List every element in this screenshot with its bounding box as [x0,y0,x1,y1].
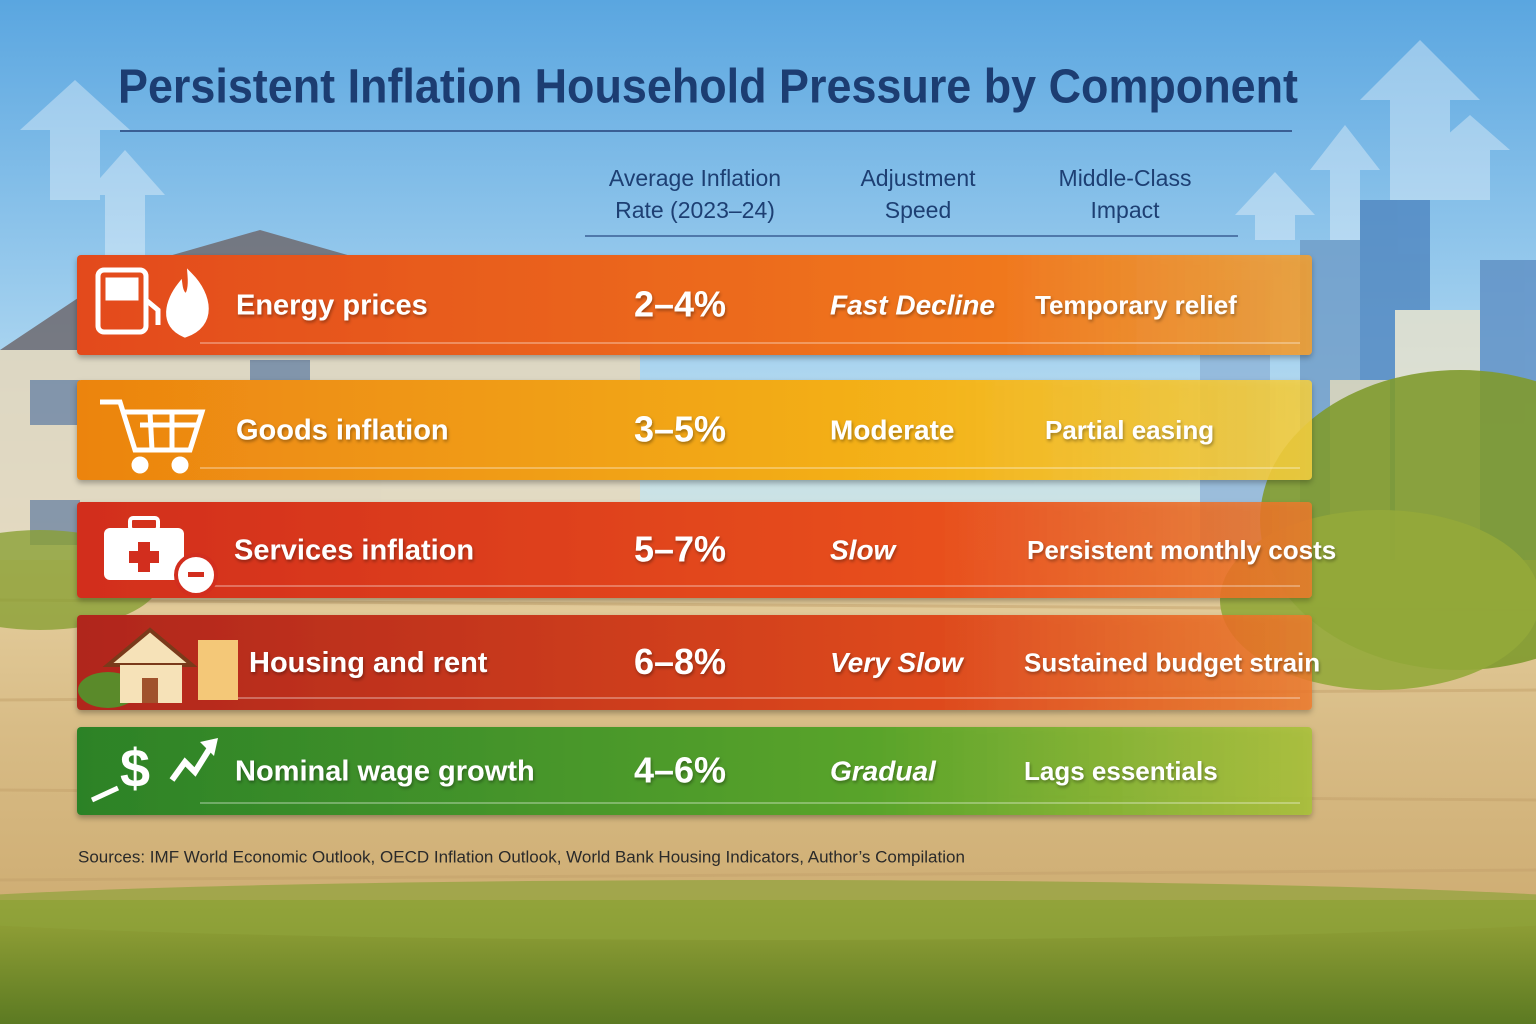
icon-wage: $ [90,738,218,803]
middle-class-impact: Temporary relief [1035,290,1237,320]
adjustment-speed: Very Slow [830,647,965,678]
icon-cart [100,399,206,474]
row-label: Goods inflation [236,415,449,447]
table: Energy prices 2–4% Fast Decline Temporary r… [77,255,1336,815]
adjustment-speed: Fast Decline [830,289,995,320]
row-label: Nominal wage growth [235,756,535,788]
middle-class-impact: Sustained budget strain [1024,647,1320,677]
grass-edge [0,880,1536,940]
title: Persistent Inflation Household Pressure … [118,61,1298,114]
inflation-rate: 2–4% [634,284,726,325]
row-band [77,255,1312,355]
row-label: Services inflation [234,535,474,567]
row-band [77,502,1312,598]
table-row: Goods inflation 3–5% Moderate Partial easin… [77,380,1312,480]
middle-class-impact: Lags essentials [1024,756,1218,786]
column-header: Middle-Class Impact [1059,165,1192,223]
background-arrows [20,40,1510,260]
icon-housing [78,627,238,708]
row-label: Housing and rent [249,647,488,679]
inflation-rate: 5–7% [634,529,726,570]
row-label: Energy prices [236,290,428,322]
column-header: Adjustment Speed [860,165,976,223]
row-band [77,615,1312,710]
middle-class-impact: Partial easing [1045,415,1214,445]
adjustment-speed: Gradual [830,755,937,786]
inflation-rate: 3–5% [634,409,726,450]
icon-energy [95,267,209,338]
row-band [77,380,1312,480]
adjustment-speed: Moderate [830,414,954,445]
adjustment-speed: Slow [830,534,898,565]
inflation-rate: 6–8% [634,641,726,682]
table-row: Nominal wage growth 4–6% Gradual Lags essen… [77,727,1312,815]
dollar-glyph: $ [120,738,150,798]
column-header: Average Inflation Rate (2023–24) [609,165,781,223]
sources: Sources: IMF World Economic Outlook, OEC… [78,847,965,866]
table-row: Energy prices 2–4% Fast Decline Temporary r… [77,255,1312,355]
inflation-rate: 4–6% [634,750,726,791]
table-row: Services inflation 5–7% Slow Persistent mon… [77,502,1336,598]
row-band [77,727,1312,815]
middle-class-impact: Persistent monthly costs [1027,535,1336,565]
table-row: Housing and rent 6–8% Very Slow Sustained b… [77,615,1320,710]
icon-services [104,516,218,597]
